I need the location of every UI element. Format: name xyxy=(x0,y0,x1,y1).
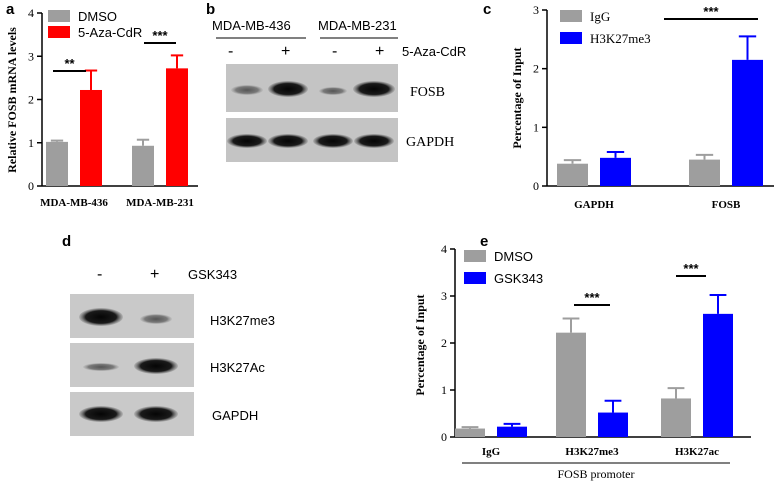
chart-a-ytick-label: 1 xyxy=(28,136,34,150)
blot-b: MDA-MB-436 MDA-MB-231 - + - + 5-Aza-CdR … xyxy=(212,18,466,162)
blot-b-sign-3: - xyxy=(332,43,337,60)
blot-b-cell-line-1: MDA-MB-436 xyxy=(212,18,291,33)
chart-e-sig-label: *** xyxy=(584,290,600,305)
blot-d-gapdh-label: GAPDH xyxy=(212,408,258,423)
chart-a-bar xyxy=(132,145,154,186)
chart-c-legend-swatch xyxy=(560,10,582,22)
chart-e-legend-swatch xyxy=(464,272,486,284)
blot-b-gapdh-band-1 xyxy=(227,134,267,148)
chart-e-category-label: IgG xyxy=(482,446,501,458)
chart-a-legend-label: 5-Aza-CdR xyxy=(78,25,142,40)
blot-d-h3k27ac-band-1 xyxy=(83,363,119,371)
chart-a-ytick-label: 3 xyxy=(28,49,34,63)
panel-letter-e: e xyxy=(480,233,488,250)
chart-e-legend-label: DMSO xyxy=(494,249,533,264)
chart-e-legend-swatch xyxy=(464,250,486,262)
blot-d-gapdh-band-2 xyxy=(134,406,178,422)
chart-c-legend-label: H3K27me3 xyxy=(590,31,651,46)
chart-a-bar xyxy=(46,141,68,186)
blot-b-fosb-band-3 xyxy=(319,87,347,95)
chart-c-legend-swatch xyxy=(560,32,582,44)
blot-b-gapdh-band-3 xyxy=(313,134,353,148)
blot-b-sign-2: + xyxy=(281,43,290,60)
chart-e: 0 1 2 3 4 Percentage of Input IgG H3K27me3 H3K27… xyxy=(413,242,751,481)
blot-d-sign-1: - xyxy=(97,266,102,283)
chart-a-bar xyxy=(166,68,188,186)
blot-d-h3k27me3-band-2 xyxy=(140,314,172,324)
chart-c-bar xyxy=(732,59,763,186)
chart-c-ylabel: Percentage of Input xyxy=(510,47,524,148)
chart-a-legend-swatch xyxy=(48,10,70,22)
chart-c-bar xyxy=(600,157,631,186)
chart-c-sig-label: *** xyxy=(703,4,719,19)
chart-a-ytick-label: 4 xyxy=(28,6,34,20)
chart-e-ytick-label: 1 xyxy=(441,383,447,397)
chart-a-sig-label: ** xyxy=(64,56,75,71)
blot-d-treatment: GSK343 xyxy=(188,267,237,282)
chart-a-legend-label: DMSO xyxy=(78,9,117,24)
chart-e-bar xyxy=(556,332,586,437)
panel-letter-d: d xyxy=(62,233,71,250)
blot-b-treatment: 5-Aza-CdR xyxy=(402,44,466,59)
panel-letter-b: b xyxy=(206,1,215,18)
chart-c-ytick-label: 3 xyxy=(533,3,539,17)
chart-e-bar xyxy=(455,428,485,437)
blot-b-sign-1: - xyxy=(228,43,233,60)
blot-b-fosb-band-4 xyxy=(353,81,395,97)
chart-c-bar xyxy=(689,159,720,186)
blot-b-fosb-band-1 xyxy=(231,85,263,95)
chart-e-ylabel: Percentage of Input xyxy=(413,294,427,395)
chart-c-category-label: GAPDH xyxy=(574,199,614,211)
chart-a-sig-label: *** xyxy=(152,28,168,43)
chart-e-bar xyxy=(661,398,691,437)
chart-c-legend-label: IgG xyxy=(590,9,610,24)
panel-letter-a: a xyxy=(6,1,15,18)
blot-d-h3k27me3-band-1 xyxy=(79,308,123,326)
chart-e-ytick-label: 4 xyxy=(441,242,447,256)
blot-b-gapdh-band-4 xyxy=(354,134,394,148)
blot-d-h3k27me3-label: H3K27me3 xyxy=(210,313,275,328)
chart-a-ylabel: Relative FOSB mRNA levels xyxy=(5,27,19,173)
chart-e-ytick-label: 2 xyxy=(441,336,447,350)
chart-a: 0 1 2 3 4 Relative FOSB mRNA levels MDA-MB-436… xyxy=(5,6,198,209)
chart-e-bar xyxy=(703,313,733,437)
chart-a-legend-swatch xyxy=(48,26,70,38)
chart-c-ytick-label: 1 xyxy=(533,120,539,134)
chart-a-ytick-label: 0 xyxy=(28,179,34,193)
blot-d-sign-2: + xyxy=(150,266,159,283)
chart-c-category-label: FOSB xyxy=(712,199,741,211)
chart-e-bar xyxy=(497,426,527,437)
chart-e-bar xyxy=(598,412,628,437)
chart-c: 0 1 2 3 Percentage of Input GAPDH FOSB *** IgG H3… xyxy=(510,3,774,211)
chart-e-category-label: H3K27ac xyxy=(675,446,719,458)
blot-b-fosb-label: FOSB xyxy=(410,85,445,100)
blot-d-h3k27ac-band-2 xyxy=(134,358,178,374)
chart-e-ytick-label: 3 xyxy=(441,289,447,303)
chart-a-bar xyxy=(80,89,102,186)
blot-b-gapdh-label: GAPDH xyxy=(406,135,454,150)
blot-b-sign-4: + xyxy=(375,43,384,60)
blot-d: - + GSK343 H3K27me3 H3K27Ac GAPDH xyxy=(70,266,275,436)
chart-c-bar xyxy=(557,163,588,186)
chart-a-category-label: MDA-MB-436 xyxy=(40,197,108,209)
chart-e-category-label: H3K27me3 xyxy=(565,446,619,458)
chart-e-group-label: FOSB promoter xyxy=(557,467,634,481)
chart-e-sig-label: *** xyxy=(683,261,699,276)
panel-letter-c: c xyxy=(483,1,491,18)
blot-b-fosb-band-2 xyxy=(268,81,308,97)
chart-a-category-label: MDA-MB-231 xyxy=(126,197,194,209)
blot-b-cell-line-2: MDA-MB-231 xyxy=(318,18,397,33)
blot-d-h3k27ac-label: H3K27Ac xyxy=(210,360,265,375)
chart-c-ytick-label: 2 xyxy=(533,62,539,76)
chart-a-ytick-label: 2 xyxy=(28,93,34,107)
chart-e-ytick-label: 0 xyxy=(441,430,447,444)
chart-e-legend-label: GSK343 xyxy=(494,271,543,286)
chart-c-ytick-label: 0 xyxy=(533,179,539,193)
blot-d-gapdh-band-1 xyxy=(79,406,123,422)
blot-b-gapdh-band-2 xyxy=(268,134,308,148)
